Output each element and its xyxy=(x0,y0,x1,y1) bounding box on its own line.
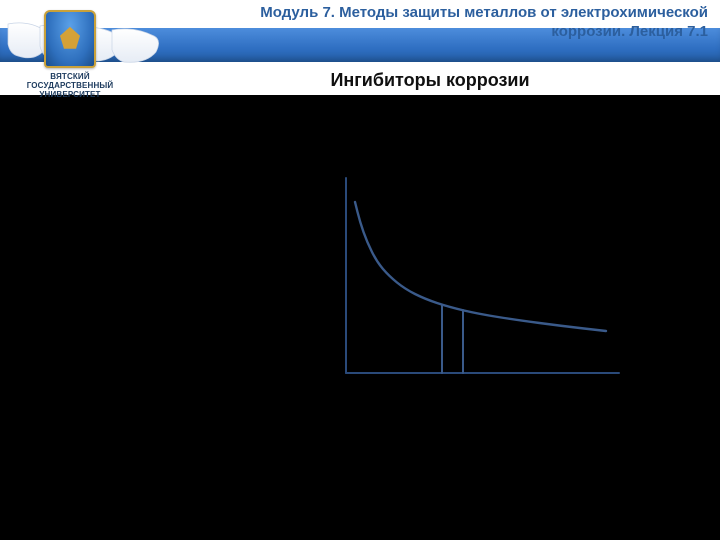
module-title-line2: коррозии. Лекция 7.1 xyxy=(148,23,708,42)
decay-curve-chart xyxy=(332,168,632,388)
university-name-line2: ГОСУДАРСТВЕННЫЙ xyxy=(10,81,130,90)
university-name-line3: УНИВЕРСИТЕТ xyxy=(10,90,130,99)
crest-icon xyxy=(44,10,96,68)
module-title: Модуль 7. Методы защиты металлов от элек… xyxy=(148,0,708,42)
university-name-line1: ВЯТСКИЙ xyxy=(10,72,130,81)
slide-header: ВЯТСКИЙ ГОСУДАРСТВЕННЫЙ УНИВЕРСИТЕТ Моду… xyxy=(0,0,720,95)
university-name: ВЯТСКИЙ ГОСУДАРСТВЕННЫЙ УНИВЕРСИТЕТ xyxy=(10,72,130,100)
module-title-line1: Модуль 7. Методы защиты металлов от элек… xyxy=(148,4,708,23)
chart-svg xyxy=(332,168,632,388)
university-logo-block: ВЯТСКИЙ ГОСУДАРСТВЕННЫЙ УНИВЕРСИТЕТ xyxy=(10,10,130,100)
